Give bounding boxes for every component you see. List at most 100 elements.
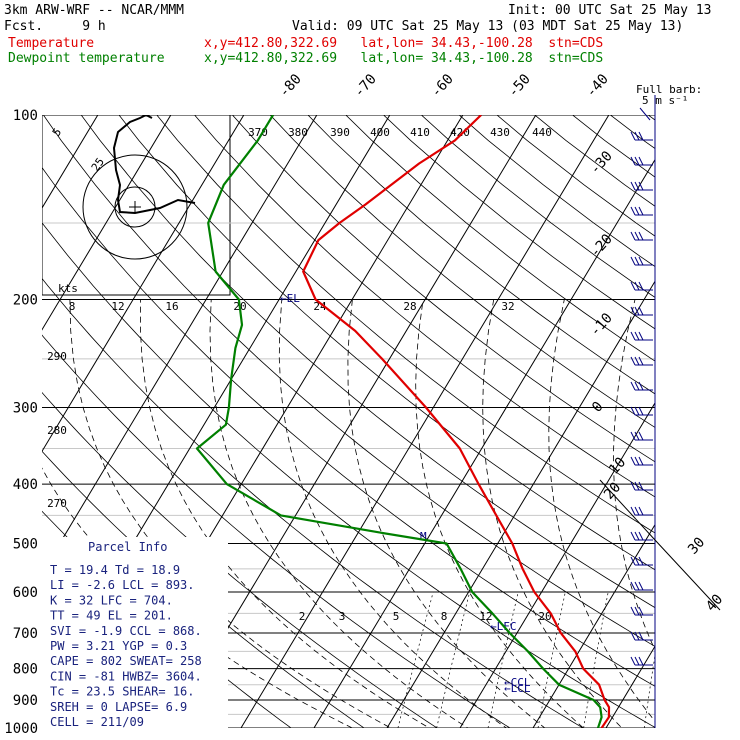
isotherm-line (42, 115, 172, 331)
theta-label: 440 (532, 126, 552, 139)
dry-adiabat (534, 115, 655, 207)
dry-adiabat (42, 334, 511, 728)
moist-adiabat (278, 299, 508, 728)
parcel-info-row: SREH = 0 LAPSE= 6.9 (50, 700, 187, 714)
dewpoint-line (195, 115, 603, 728)
mixing-ratio-label: 5 (393, 610, 400, 623)
dry-adiabat (42, 115, 655, 647)
barb-flag (630, 181, 636, 191)
barb-flag (634, 606, 640, 616)
dry-adiabat (420, 115, 655, 298)
dewpoint-legend-label: Dewpoint temperature (8, 51, 165, 66)
barb-flag (634, 456, 640, 466)
parcel-info-row: K = 32 LFC = 704. (50, 593, 173, 607)
isotherm-label: -70 (351, 71, 380, 101)
isotherm-line (42, 115, 99, 209)
barb-flag (630, 481, 636, 491)
barb-flag (630, 231, 636, 241)
isotherm-label: 0 (589, 399, 607, 416)
hodograph-speed-label: 8 (69, 300, 76, 313)
hodograph-speed-label: 28 (403, 300, 416, 313)
hodograph-speed-label: 24 (313, 300, 327, 313)
temperature-line (302, 115, 611, 728)
theta-label: 290 (47, 350, 67, 363)
wind-barb (630, 156, 653, 166)
wind-barb (630, 131, 653, 141)
dry-adiabat (42, 391, 438, 728)
barb-flag (634, 331, 640, 341)
barb-flag (638, 581, 644, 591)
hodograph-speed-label: 16 (165, 300, 178, 313)
hodograph (82, 115, 196, 260)
isotherm-label: -30 (587, 148, 616, 178)
barb-flag (638, 356, 644, 366)
barb-flag (630, 206, 636, 216)
mixing-ratio-line (583, 591, 609, 728)
barb-flag (630, 306, 636, 316)
barb-flag (638, 456, 644, 466)
isotherm-label: 10 (606, 454, 629, 477)
barb-flag (638, 481, 644, 491)
wind-barb (630, 606, 653, 616)
pressure-tick-label: 1000 (4, 721, 38, 737)
wind-barb (630, 381, 653, 391)
barb-flag (634, 481, 640, 491)
barb-flag (634, 631, 640, 641)
barb-flag (630, 331, 636, 341)
barb-flag (634, 581, 640, 591)
barb-flag (638, 281, 644, 291)
barb-flag (638, 531, 644, 541)
wind-barb (630, 581, 653, 591)
wind-barb (630, 331, 653, 341)
barb-flag (638, 406, 644, 416)
parcel-info-row: SVI = -1.9 CCL = 868. (50, 624, 202, 638)
moist-adiabat (482, 299, 623, 728)
barb-flag (634, 356, 640, 366)
pressure-tick-label: 300 (13, 400, 38, 416)
hodograph-ring (82, 154, 188, 260)
barb-flag (638, 231, 644, 241)
barb-flag (634, 306, 640, 316)
level-mark-lcl: ←LCL (504, 682, 531, 695)
wind-barb (630, 356, 653, 366)
dry-adiabat (231, 115, 655, 463)
wind-barb (630, 281, 653, 291)
sounding-curves (195, 115, 611, 728)
init-time: Init: 00 UTC Sat 25 May 13 (508, 3, 712, 18)
model-title: 3km ARW-WRF -- NCAR/MMM (4, 3, 185, 18)
barb-flag (634, 531, 640, 541)
theta-label: 400 (370, 126, 390, 139)
barb-flag (638, 631, 644, 641)
barb-flag (634, 206, 640, 216)
theta-label: 430 (490, 126, 510, 139)
barb-flag (630, 281, 636, 291)
level-mark-el: ←EL (280, 292, 300, 305)
barb-flag (638, 606, 644, 616)
barb-flag (634, 381, 640, 391)
hodograph-trace (112, 115, 196, 215)
parcel-info-title: Parcel Info (88, 540, 167, 554)
barb-flag (630, 256, 636, 266)
barb-flag (630, 606, 636, 616)
dry-adiabat (194, 115, 655, 498)
pressure-tick-label: 400 (13, 477, 38, 493)
isotherm-line (605, 645, 655, 728)
barb-flag (634, 506, 640, 516)
theta-label: 380 (288, 126, 308, 139)
parcel-info-row: CAPE = 802 SWEAT= 258 (50, 654, 202, 668)
barb-legend-unit: 5 m s⁻¹ (642, 94, 688, 107)
barb-flag (630, 406, 636, 416)
dry-adiabat (42, 277, 584, 728)
barb-flag (638, 381, 644, 391)
isotherm-label: 20 (601, 479, 624, 502)
isotherm-label: -40 (583, 71, 612, 101)
wind-barb (630, 506, 653, 516)
pressure-tick-label: 100 (13, 108, 38, 124)
theta-label: 410 (410, 126, 430, 139)
moist-adiabat (548, 299, 655, 723)
moist-adiabat (613, 299, 655, 652)
parcel-info-row: LI = -2.6 LCL = 893. (50, 578, 195, 592)
barb-flag (630, 631, 636, 641)
hodograph-ring-label: kts (58, 282, 78, 295)
barb-flag (638, 306, 644, 316)
